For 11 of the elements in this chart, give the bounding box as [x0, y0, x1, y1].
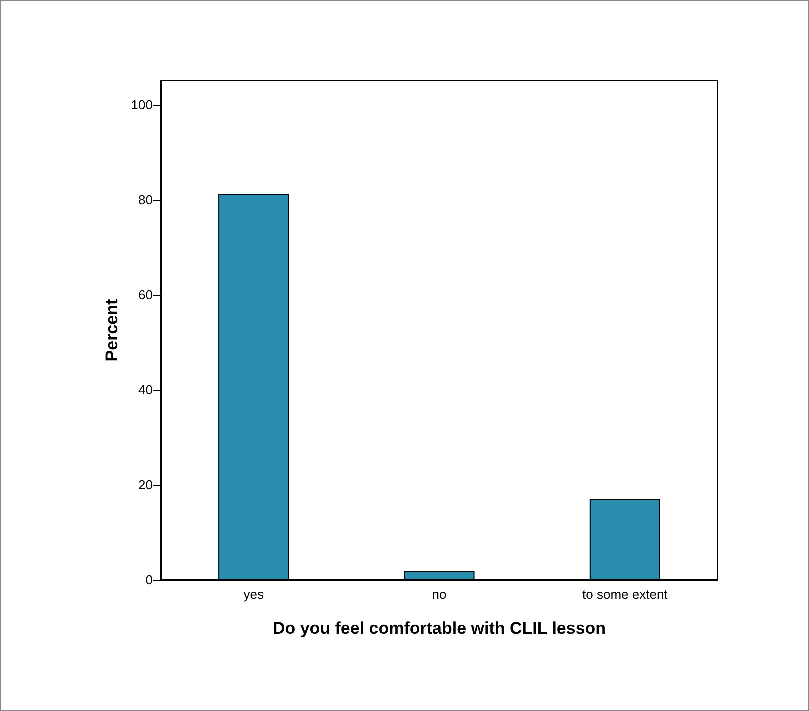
- y-tick-label: 80: [138, 192, 153, 208]
- y-tick-label: 60: [138, 287, 153, 302]
- y-tick-label: 100: [131, 97, 153, 112]
- y-axis-title: Percent: [102, 298, 122, 362]
- y-tick-label: 40: [138, 382, 153, 398]
- x-tick-label: no: [432, 587, 447, 602]
- x-axis-title: Do you feel comfortable with CLIL lesson: [272, 619, 606, 638]
- y-tick-label: 0: [146, 572, 153, 588]
- x-tick-label: to some extent: [582, 587, 668, 602]
- x-tick-label: yes: [244, 587, 264, 602]
- y-tick-label: 20: [138, 477, 153, 492]
